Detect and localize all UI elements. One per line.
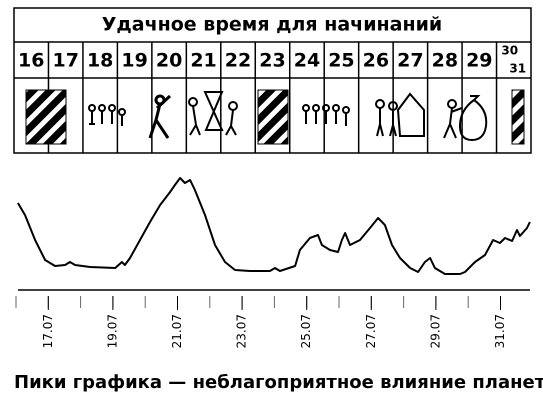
day-label: 25	[328, 50, 354, 72]
day-label: 17	[52, 50, 78, 72]
hourglass-21	[188, 91, 238, 136]
x-tick-label: 19.07	[105, 314, 119, 348]
hatched-day	[25, 89, 67, 145]
day-label: 20	[156, 50, 182, 72]
day-label: 29	[466, 50, 492, 72]
day-label: 22	[225, 50, 251, 72]
day-label: 21	[190, 50, 216, 72]
table-title: Удачное время для начинаний	[102, 14, 442, 36]
day-label: 31	[509, 62, 526, 76]
x-tick-label: 23.07	[235, 314, 249, 348]
table-frame	[13, 7, 532, 154]
day-label: 27	[397, 50, 423, 72]
day-label: 28	[432, 50, 458, 72]
day-label: 23	[259, 50, 285, 72]
x-tick-label: 25.07	[299, 314, 313, 348]
figures-24	[302, 104, 350, 126]
hatched-day	[511, 89, 525, 145]
money-28	[443, 95, 488, 142]
day-label: 19	[121, 50, 147, 72]
x-tick-label: 31.07	[493, 314, 507, 348]
icons	[25, 89, 525, 145]
line-series	[17, 177, 531, 275]
x-tick-label: 17.07	[41, 314, 55, 348]
caption: Пики графика — неблагоприятное влияние п…	[14, 372, 543, 393]
day-label: 26	[363, 50, 389, 72]
hatched-day	[257, 89, 289, 145]
day-label: 16	[18, 50, 44, 72]
x-tick-label: 29.07	[428, 314, 442, 348]
family-house-26	[375, 92, 425, 137]
day-label: 30	[501, 44, 518, 58]
x-tick-label: 27.07	[364, 314, 378, 348]
figure-20	[148, 94, 172, 139]
day-label: 24	[294, 50, 320, 72]
x-tick-label: 21.07	[170, 314, 184, 348]
day-label: 18	[87, 50, 113, 72]
figures-18	[88, 104, 126, 126]
